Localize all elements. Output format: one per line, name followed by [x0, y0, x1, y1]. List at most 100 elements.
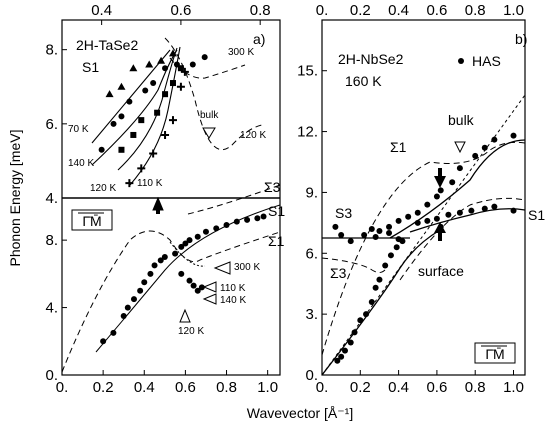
b-2-point-4: [368, 225, 375, 232]
a_inset-2-point-1: [130, 131, 137, 138]
temp-b: 160 K: [345, 73, 382, 89]
b-top-xtick-0: 0.: [316, 2, 329, 19]
a_inset-xtick-0: 0.4: [91, 2, 112, 19]
arrow-110k-icon: [202, 281, 217, 293]
data-marks: [98, 49, 517, 364]
sigma3-curve: [187, 184, 280, 215]
b-ytick-0: 0.: [305, 367, 318, 384]
b-bulk-line: [322, 94, 525, 375]
a_inset-0-point-5: [168, 49, 177, 57]
b-3-point-12: [393, 244, 400, 251]
a_main-0-point-3: [124, 304, 131, 311]
b-0-point-13: [510, 132, 517, 139]
a_inset-xtick-1: 0.6: [170, 2, 191, 19]
b-xtick-1: 0.2: [350, 379, 371, 396]
x-axis-label: Wavevector [Å⁻¹]: [247, 405, 353, 421]
a_inset-2-point-0: [118, 146, 125, 153]
b-lower-fit: [409, 208, 525, 233]
b-s1-label: S1: [528, 207, 545, 223]
b-1-point-1: [386, 230, 393, 236]
b-s3-label: S3: [335, 205, 352, 221]
b-0-point-9: [456, 165, 463, 172]
a_main-0-point-9: [157, 257, 164, 264]
b-0-point-6: [433, 193, 440, 200]
a_main-0-point-16: [202, 228, 209, 235]
b-surface-label: surface: [418, 263, 464, 279]
temp-300k-label: 300 K: [234, 262, 260, 273]
a_main-1-point-1: [186, 277, 193, 284]
a_main-0-point-2: [120, 313, 127, 319]
temp-110k-label: 110 K: [220, 283, 246, 294]
sigma1-main-curve: [62, 230, 280, 373]
b-2-point-1: [338, 232, 345, 239]
b-0-point-8: [449, 179, 456, 186]
b-1-point-12: [510, 207, 517, 214]
a_main-1-point-4: [198, 284, 205, 291]
a_inset-3-point-5: [176, 82, 185, 91]
inset-70k-line: [91, 49, 171, 144]
a_main-0-point-4: [130, 296, 137, 303]
b-3-point-7: [368, 298, 375, 305]
a_inset-2-point-5: [169, 80, 176, 87]
b-sigma3-label: Σ3: [330, 265, 347, 281]
b-sigma3-curve: [322, 257, 386, 273]
a_inset-1-point-8: [189, 61, 196, 68]
b-1-point-7: [445, 211, 452, 218]
s1-label-a: S1: [268, 203, 285, 219]
a_main-0-point-18: [223, 221, 230, 228]
arrow-300k-icon: [213, 261, 231, 275]
a_main-0-point-22: [260, 213, 267, 220]
b-1-point-9: [468, 207, 475, 214]
b-xtick-2: 0.4: [388, 379, 409, 396]
b-bulk-label: bulk: [448, 112, 475, 128]
a_inset-ytick-0: 4.: [45, 190, 58, 207]
a_inset-1-point-1: [110, 120, 117, 127]
inset-120k-line: [117, 47, 178, 171]
gamma-m-box-b: [474, 342, 516, 364]
a_inset-0-point-2: [129, 64, 138, 72]
b-0-point-11: [481, 144, 488, 151]
b-upper-fit: [389, 139, 525, 239]
b-xtick-3: 0.6: [426, 379, 447, 396]
b-1-point-3: [414, 219, 421, 226]
a_main-xtick-3: 0.6: [175, 379, 196, 396]
arrow-140k-icon: [202, 293, 217, 305]
a_main-0-point-11: [172, 250, 179, 257]
a_inset-3-point-4: [168, 116, 177, 125]
dip-300k-curve: [169, 241, 206, 267]
a_inset-1-point-3: [126, 98, 133, 105]
a_main-ytick-0: 0.: [45, 367, 58, 384]
b-ytick-1: 3.: [305, 306, 318, 323]
b-3-point-5: [357, 317, 364, 324]
a_main-0-point-10: [161, 254, 168, 260]
a_main-ytick-2: 8.: [45, 232, 58, 249]
a_main-1-point-3: [194, 287, 201, 294]
b-3-point-8: [372, 284, 379, 291]
b-1-point-11: [491, 203, 498, 210]
inset-140k-label: 140 K: [68, 158, 94, 169]
b-down-arrow-stem: [438, 168, 442, 177]
has-legend-label: HAS: [472, 53, 501, 69]
arrow-120k-icon: [179, 308, 191, 323]
b-xtick-4: 0.8: [465, 379, 486, 396]
b-down-arrow-icon: [434, 176, 446, 188]
b-0-point-1: [386, 223, 393, 230]
panel-a-label: a): [253, 31, 265, 47]
b-0-point-5: [424, 201, 431, 208]
b-ytick-2: 6.: [305, 245, 318, 262]
material-b: 2H-NbSe2: [338, 51, 404, 67]
b-1-point-4: [424, 217, 431, 224]
a_main-ytick-1: 4.: [45, 300, 58, 317]
a_inset-3-point-2: [149, 149, 158, 158]
b-3-point-11: [387, 252, 394, 259]
axis-ticks: 0.4 0.6 0.8 4. 6. 8. 0. 0.2 0.4 0.6 0.8 1.0 0. 4. 8. 0.…: [45, 2, 523, 396]
inset-110k-label: 110 K: [137, 178, 163, 189]
a_inset-1-point-0: [98, 146, 105, 153]
b-1-point-8: [456, 209, 463, 216]
b-0-point-12: [491, 136, 498, 143]
b-acoustic-fit: [322, 229, 441, 375]
y-axis-label: Phonon Energy [meV]: [7, 130, 23, 267]
a_inset-0-point-4: [157, 56, 166, 64]
b-xtick-0: 0.: [316, 379, 329, 396]
temp-120k-label: 120 K: [178, 326, 204, 337]
